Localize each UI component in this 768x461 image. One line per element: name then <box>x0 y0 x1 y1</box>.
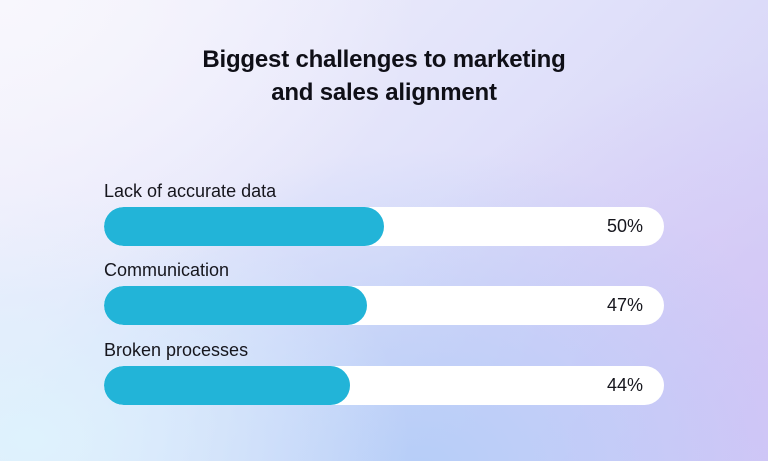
chart-title: Biggest challenges to marketing and sale… <box>0 43 768 109</box>
bar-fill <box>104 207 384 246</box>
bar-fill <box>104 366 351 405</box>
bar-label: Broken processes <box>104 340 249 360</box>
bar-value-label: 50% <box>606 216 643 236</box>
bar-label: Lack of accurate data <box>104 181 277 201</box>
bar-value-label: 47% <box>606 295 643 315</box>
chart-title-line-1: Biggest challenges to marketing <box>202 46 566 73</box>
bar-track: 44% <box>104 366 664 405</box>
bar-value-label: 44% <box>606 375 643 395</box>
chart-title-line-2: and sales alignment <box>271 79 497 106</box>
bar-track: 47% <box>104 286 664 325</box>
bar-label: Communication <box>104 260 230 280</box>
bar-track: 50% <box>104 207 664 246</box>
bar-fill <box>104 286 368 325</box>
